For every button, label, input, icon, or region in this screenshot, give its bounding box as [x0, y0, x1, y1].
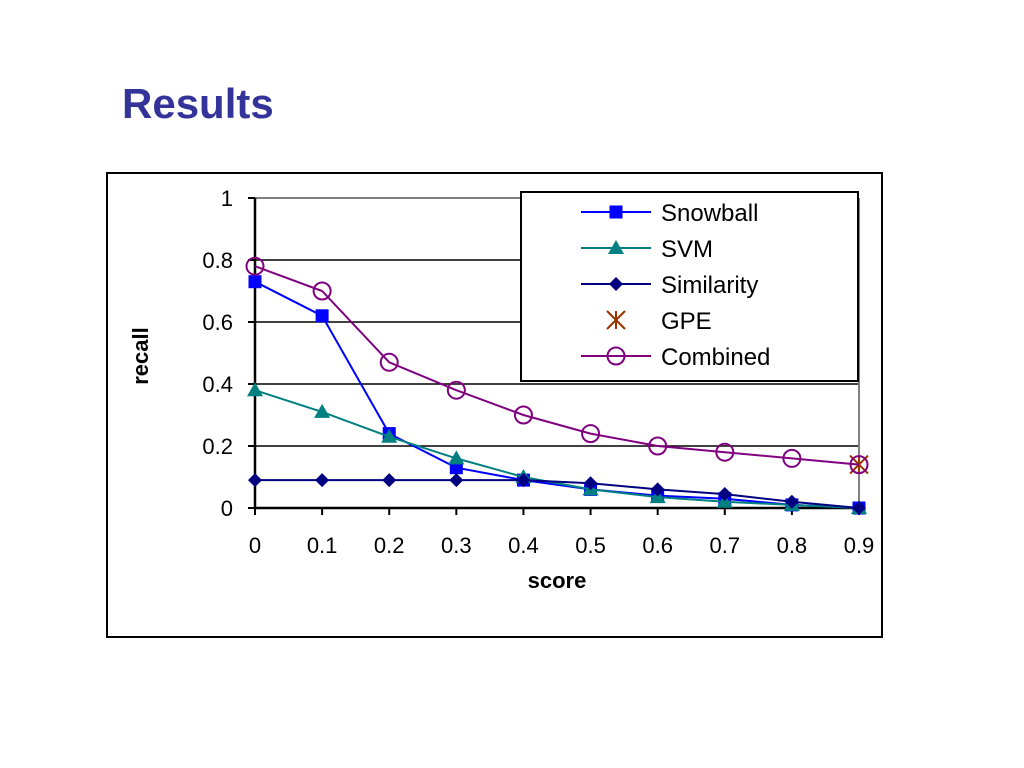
- y-tick-label: 0.2: [202, 434, 233, 459]
- series-line-similarity: [255, 479, 860, 509]
- x-tick-label: 0.3: [441, 533, 472, 558]
- x-axis-title: score: [528, 568, 587, 593]
- legend-label: Snowball: [661, 200, 758, 227]
- legend-swatch-marker: [606, 310, 626, 330]
- data-point-combined: [245, 256, 265, 276]
- legend-swatch-marker: [606, 346, 626, 366]
- data-point-similarity: [784, 494, 799, 509]
- data-point-similarity: [248, 473, 262, 488]
- x-tick-label: 0.4: [508, 533, 539, 558]
- x-tick-label: 0: [249, 533, 261, 558]
- recall-score-chart: 0 0.2 0.4 0.6 0.8 1 0 0.1 0.2 0.3 0.4 0.5 0.6 0.7 0.8 0…: [128, 186, 875, 593]
- data-point-similarity: [315, 473, 330, 488]
- y-tick-label: 0.8: [202, 248, 233, 273]
- legend-item-snowball: Snowball: [581, 200, 758, 227]
- data-point-similarity: [382, 473, 397, 488]
- data-point-similarity: [650, 482, 665, 497]
- legend-swatch-marker: [608, 240, 624, 254]
- legend-box: [520, 191, 859, 382]
- data-point-svm: [448, 450, 465, 465]
- data-point-snowball: [449, 461, 463, 475]
- series-svm: [247, 382, 867, 514]
- legend-label: Similarity: [661, 272, 758, 299]
- data-point-snowball: [315, 309, 329, 323]
- series-line-snowball: [254, 280, 860, 509]
- x-tick-label: 0.8: [777, 533, 808, 558]
- series-combined: [245, 256, 869, 475]
- legend-label: SVM: [661, 236, 713, 263]
- data-point-similarity: [717, 487, 732, 502]
- series-line-svm: [254, 389, 860, 509]
- x-tick-label: 0.1: [307, 533, 338, 558]
- data-point-similarity: [516, 473, 531, 488]
- legend: Snowball SVM Similarity GPE Combined: [520, 191, 859, 382]
- data-point-similarity: [449, 473, 464, 488]
- data-point-snowball: [248, 275, 262, 289]
- legend-item-combined: Combined: [581, 344, 770, 371]
- series-similarity: [248, 473, 866, 515]
- data-point-similarity: [583, 476, 598, 491]
- data-point-similarity: [852, 501, 866, 515]
- legend-item-svm: SVM: [581, 236, 713, 263]
- data-point-svm: [247, 382, 263, 397]
- series-layer: [245, 256, 869, 515]
- series-line-combined: [254, 265, 860, 466]
- legend-label: GPE: [661, 308, 712, 335]
- x-tick-label: 0.6: [642, 533, 673, 558]
- legend-item-gpe: GPE: [606, 308, 712, 335]
- y-tick-label: 1: [221, 186, 233, 211]
- x-tick-label: 0.7: [709, 533, 740, 558]
- data-point-combined: [782, 448, 802, 468]
- data-point-combined: [849, 455, 869, 475]
- y-axis-title: recall: [128, 327, 153, 385]
- y-tick-label: 0.4: [202, 372, 233, 397]
- legend-label: Combined: [661, 344, 770, 371]
- data-point-combined: [379, 352, 399, 372]
- y-tick-label: 0: [221, 496, 233, 521]
- data-point-combined: [715, 442, 735, 462]
- slide-title: Results: [122, 80, 274, 127]
- data-point-svm: [314, 403, 331, 418]
- data-point-combined: [312, 281, 332, 301]
- data-point-combined: [446, 380, 466, 400]
- x-tick-label: 0.2: [374, 533, 405, 558]
- data-point-combined: [581, 424, 601, 444]
- x-tick-label: 0.9: [844, 533, 875, 558]
- data-point-svm: [381, 428, 398, 443]
- data-point-combined: [648, 436, 668, 456]
- chart-frame: 0 0.2 0.4 0.6 0.8 1 0 0.1 0.2 0.3 0.4 0.5 0.6 0.7 0.8 0…: [106, 172, 883, 638]
- legend-swatch-marker: [609, 277, 623, 291]
- x-tick-label: 0.5: [575, 533, 606, 558]
- y-tick-label: 0.6: [202, 310, 233, 335]
- legend-item-similarity: Similarity: [581, 272, 758, 299]
- data-point-combined: [513, 405, 533, 425]
- legend-swatch-marker: [609, 205, 623, 219]
